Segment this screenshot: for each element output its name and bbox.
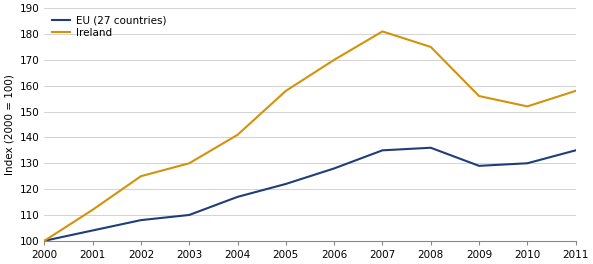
- EU (27 countries): [524, 162, 531, 165]
- EU (27 countries): [379, 149, 386, 152]
- Legend: EU (27 countries), Ireland: EU (27 countries), Ireland: [50, 13, 168, 40]
- Ireland: [282, 89, 289, 92]
- EU (27 countries): [427, 146, 434, 149]
- EU (27 countries): [330, 167, 337, 170]
- EU (27 countries): [282, 182, 289, 186]
- Line: EU (27 countries): EU (27 countries): [44, 148, 576, 241]
- Ireland: [379, 30, 386, 33]
- Ireland: [427, 45, 434, 49]
- Ireland: [89, 208, 96, 211]
- Ireland: [524, 105, 531, 108]
- Ireland: [330, 58, 337, 62]
- EU (27 countries): [572, 149, 579, 152]
- Line: Ireland: Ireland: [44, 31, 576, 241]
- Ireland: [138, 175, 145, 178]
- Ireland: [572, 89, 579, 92]
- Ireland: [186, 162, 193, 165]
- Ireland: [476, 95, 483, 98]
- Y-axis label: Index (2000 = 100): Index (2000 = 100): [4, 74, 14, 175]
- EU (27 countries): [89, 229, 96, 232]
- EU (27 countries): [138, 219, 145, 222]
- EU (27 countries): [234, 195, 241, 199]
- EU (27 countries): [41, 239, 48, 242]
- EU (27 countries): [186, 213, 193, 216]
- Ireland: [234, 133, 241, 136]
- Ireland: [41, 239, 48, 242]
- EU (27 countries): [476, 164, 483, 167]
